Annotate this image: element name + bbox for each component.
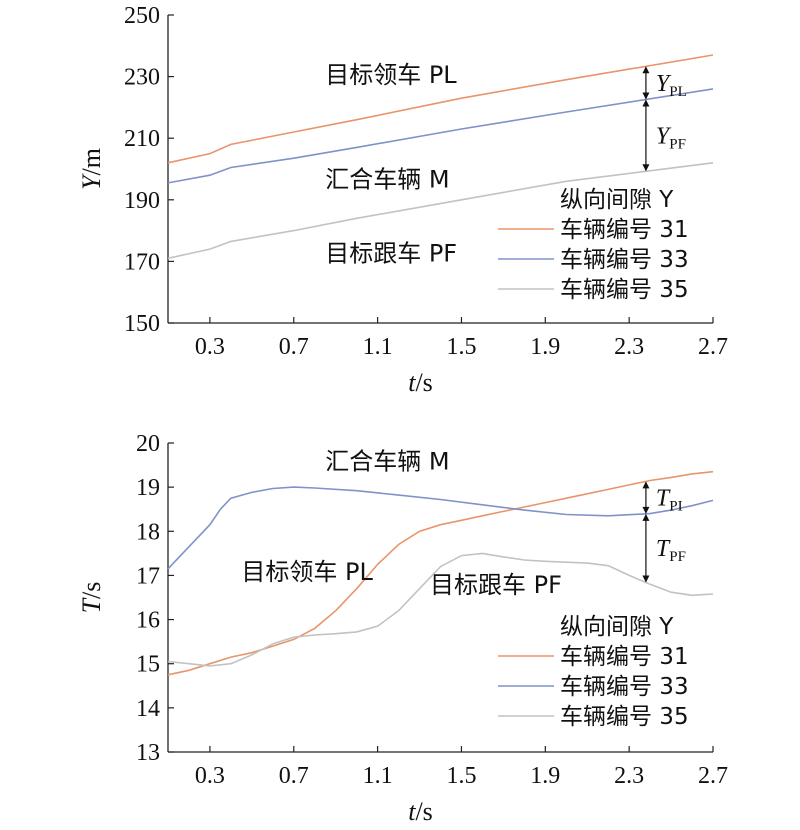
vehicle-annotation: 目标领车 PL xyxy=(241,558,373,586)
position-chart: 150 170 190 210 230 250 0.3 0.7 1.1 1.5 1.9 2.3 2.7 Y… xyxy=(77,3,728,397)
vehicle-annotation: 汇合车辆 M xyxy=(325,165,449,193)
y-tick-label: 250 xyxy=(124,3,160,29)
gap-label: TPF xyxy=(656,536,686,565)
legend-entry: 车辆编号 35 xyxy=(560,277,689,303)
legend-entry: 车辆编号 33 xyxy=(560,247,689,273)
x-tick-label: 0.7 xyxy=(279,763,309,789)
gap-label: TPI xyxy=(656,486,683,515)
vehicle-annotation: 目标跟车 PF xyxy=(430,571,562,599)
vehicle-annotation: 目标领车 PL xyxy=(325,61,457,89)
legend-entry: 车辆编号 33 xyxy=(560,674,689,700)
y-tick-label: 13 xyxy=(136,740,160,766)
x-axis-title: t/s xyxy=(408,368,433,397)
series-line-3 xyxy=(167,552,714,667)
y-tick-label: 210 xyxy=(124,126,160,152)
y-axis-title: Y/m xyxy=(77,148,106,190)
y-tick-label: 18 xyxy=(136,519,160,545)
x-tick-label: 2.7 xyxy=(698,334,728,360)
y-tick-label: 20 xyxy=(136,431,160,457)
x-tick-label: 0.7 xyxy=(279,334,309,360)
legend-entry: 车辆编号 31 xyxy=(560,644,689,670)
series-line-2 xyxy=(167,486,714,570)
vehicle-annotation: 汇合车辆 M xyxy=(325,447,449,475)
x-tick-label: 2.3 xyxy=(614,763,644,789)
series-line-2 xyxy=(167,88,714,184)
gap-label: YPF xyxy=(656,123,686,152)
x-tick-label: 1.5 xyxy=(446,763,476,789)
x-axis-title: t/s xyxy=(408,797,433,826)
legend-title: 纵向间隙 Y xyxy=(560,614,674,640)
gap-label: YPL xyxy=(656,71,687,100)
y-tick-label: 150 xyxy=(124,311,160,337)
series-line-1 xyxy=(167,54,714,164)
y-tick-label: 17 xyxy=(136,563,160,589)
y-tick-label: 190 xyxy=(124,188,160,214)
legend-title: 纵向间隙 Y xyxy=(560,187,674,213)
y-axis-title: T/s xyxy=(77,582,106,614)
x-tick-label: 1.1 xyxy=(363,334,393,360)
x-tick-label: 1.1 xyxy=(363,763,393,789)
y-tick-label: 170 xyxy=(124,249,160,275)
legend-entry: 车辆编号 35 xyxy=(560,704,689,730)
y-tick-label: 16 xyxy=(136,608,160,634)
x-tick-label: 2.3 xyxy=(614,334,644,360)
gap-arrow-head xyxy=(642,506,650,514)
x-tick-label: 1.9 xyxy=(530,763,560,789)
x-tick-label: 1.9 xyxy=(530,334,560,360)
series-line-3 xyxy=(167,162,714,260)
gap-arrow-head xyxy=(642,164,650,172)
gap-arrow-head xyxy=(642,513,650,521)
x-tick-label: 1.5 xyxy=(446,334,476,360)
gap-arrow-head xyxy=(642,575,650,583)
y-tick-label: 230 xyxy=(124,65,160,91)
y-tick-label: 14 xyxy=(136,696,160,722)
legend-entry: 车辆编号 31 xyxy=(560,217,689,243)
vehicle-annotation: 目标跟车 PF xyxy=(325,239,457,267)
x-tick-label: 0.3 xyxy=(195,334,225,360)
x-tick-label: 2.7 xyxy=(698,763,728,789)
gap-arrow-head xyxy=(642,481,650,489)
y-tick-label: 19 xyxy=(136,475,160,501)
gap-arrow-head xyxy=(642,99,650,107)
gap-arrow-head xyxy=(642,92,650,100)
x-tick-label: 0.3 xyxy=(195,763,225,789)
time-gap-chart: 13 14 15 16 17 18 19 20 0.3 0.7 1.1 1.5 1.9 2.3 2.7 T/s… xyxy=(77,431,728,826)
gap-arrow-head xyxy=(642,66,650,74)
y-tick-label: 15 xyxy=(136,652,160,678)
